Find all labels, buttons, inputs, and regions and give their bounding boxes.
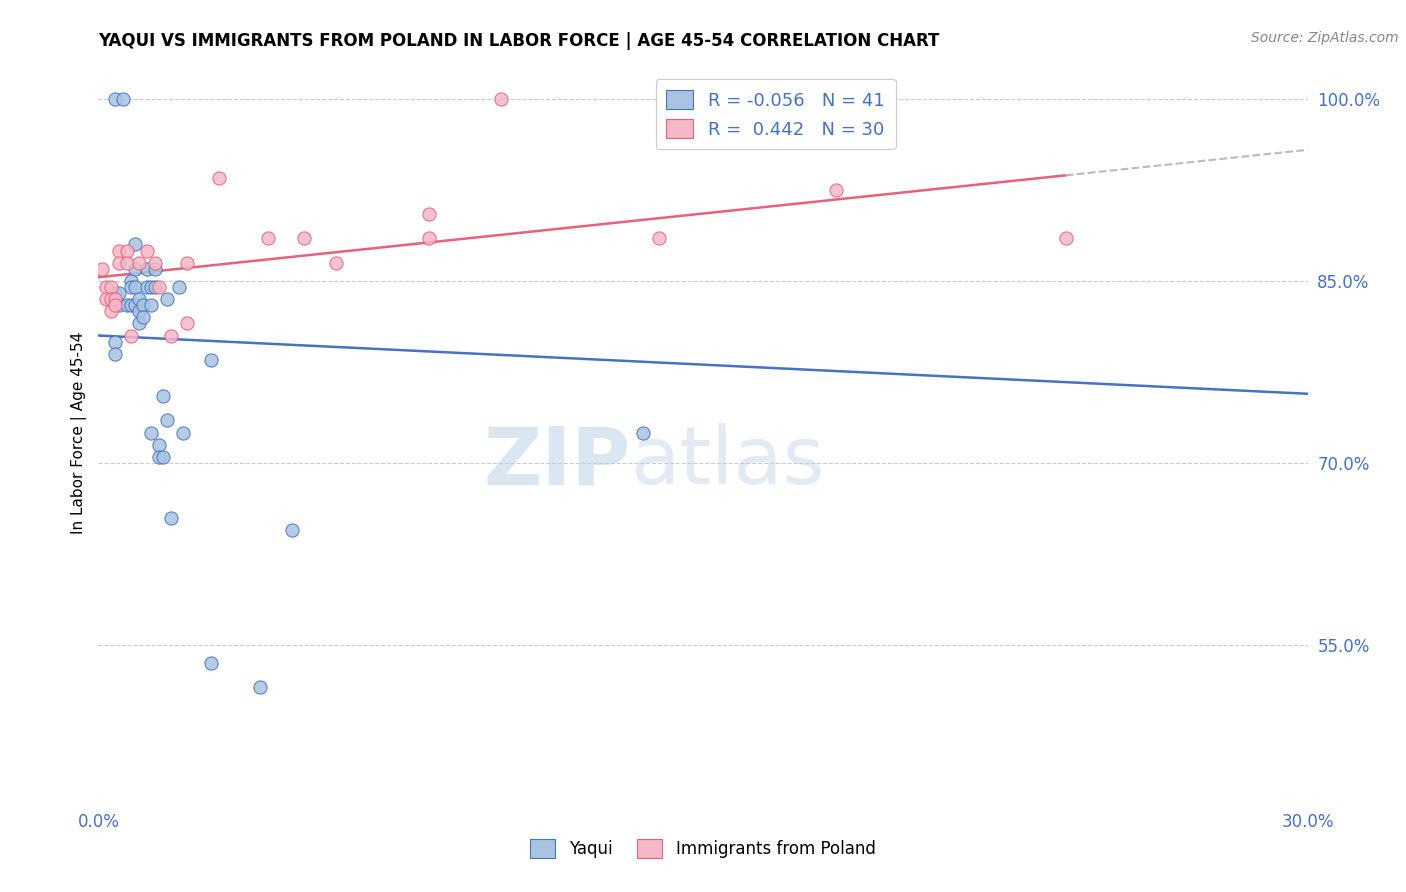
Point [325,256,347,270]
Point [120,328,142,343]
Point [176,256,198,270]
Point [103,92,125,106]
Point [156,292,179,306]
Point [132,298,155,312]
Point [152,450,174,464]
Point [208,170,231,185]
Point [103,334,125,349]
Point [100,304,122,318]
Point [172,425,194,440]
Point [135,261,157,276]
Point [120,280,142,294]
Point [103,292,125,306]
Point [647,231,669,245]
Point [200,352,222,367]
Point [1054,231,1077,245]
Point [103,286,125,301]
Point [491,92,513,106]
Point [139,280,162,294]
Point [107,244,129,258]
Point [100,292,122,306]
Point [139,298,162,312]
Point [418,231,440,245]
Point [160,328,183,343]
Point [152,389,174,403]
Point [103,298,125,312]
Point [176,317,198,331]
Point [100,280,122,294]
Point [103,347,125,361]
Point [120,274,142,288]
Point [128,292,150,306]
Point [91,261,114,276]
Point [148,438,170,452]
Point [148,280,170,294]
Point [115,256,138,270]
Point [120,298,142,312]
Text: atlas: atlas [630,423,825,501]
Point [249,681,271,695]
Point [139,425,162,440]
Point [292,231,315,245]
Text: ZIP: ZIP [484,423,630,501]
Text: Source: ZipAtlas.com: Source: ZipAtlas.com [1251,31,1399,45]
Point [143,280,166,294]
Point [128,317,150,331]
Point [418,207,440,221]
Point [631,425,654,440]
Point [167,280,190,294]
Point [124,298,146,312]
Point [124,261,146,276]
Point [128,304,150,318]
Point [115,298,138,312]
Point [96,280,118,294]
Point [132,310,155,325]
Point [124,280,146,294]
Point [107,298,129,312]
Point [156,413,179,427]
Point [143,256,166,270]
Point [107,286,129,301]
Point [200,657,222,671]
Y-axis label: In Labor Force | Age 45-54: In Labor Force | Age 45-54 [72,332,87,533]
Point [256,231,278,245]
Point [115,244,138,258]
Point [135,280,157,294]
Point [107,256,129,270]
Point [96,292,118,306]
Point [135,244,157,258]
Point [128,256,150,270]
Point [143,261,166,276]
Point [825,183,848,197]
Point [111,92,134,106]
Point [124,237,146,252]
Point [160,510,183,524]
Legend: Yaqui, Immigrants from Poland: Yaqui, Immigrants from Poland [524,833,882,865]
Point [281,523,304,537]
Text: YAQUI VS IMMIGRANTS FROM POLAND IN LABOR FORCE | AGE 45-54 CORRELATION CHART: YAQUI VS IMMIGRANTS FROM POLAND IN LABOR… [98,32,939,50]
Point [148,450,170,464]
